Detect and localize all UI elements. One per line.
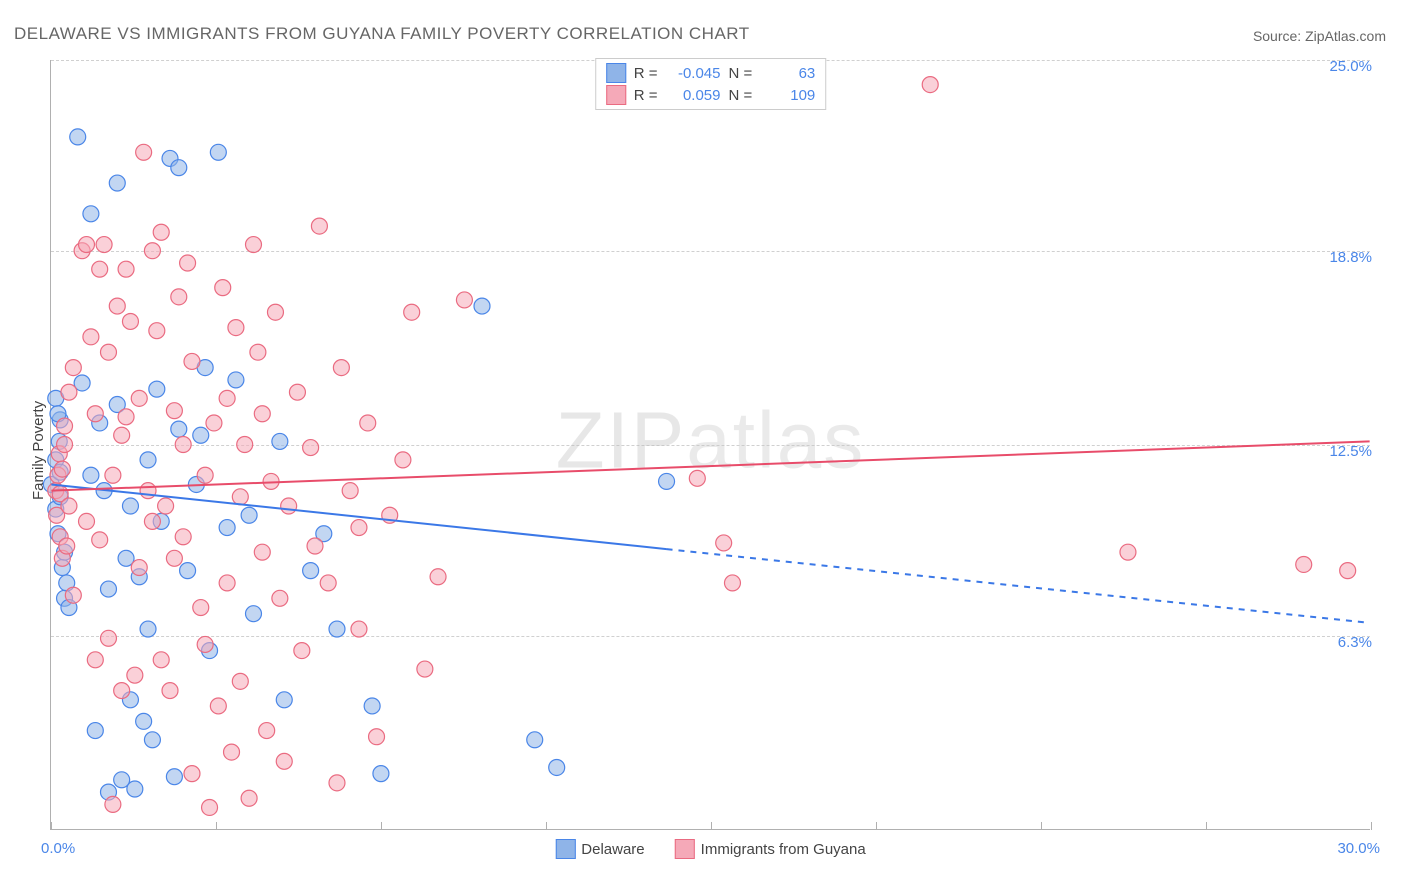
x-tick <box>1371 822 1372 830</box>
legend-label-guyana: Immigrants from Guyana <box>701 841 866 858</box>
r-value-delaware: -0.045 <box>666 65 721 82</box>
x-max-label: 30.0% <box>1337 840 1380 857</box>
trend-lines <box>51 60 1370 829</box>
legend-item-delaware: Delaware <box>555 839 644 859</box>
r-value-guyana: 0.059 <box>666 87 721 104</box>
swatch-guyana <box>675 839 695 859</box>
legend-item-guyana: Immigrants from Guyana <box>675 839 866 859</box>
trend-line-solid <box>51 441 1369 490</box>
plot-area: ZIPatlas 6.3%12.5%18.8%25.0% R = -0.045 … <box>50 60 1370 830</box>
r-label: R = <box>634 65 658 82</box>
trend-line-dashed <box>667 549 1370 623</box>
swatch-delaware <box>555 839 575 859</box>
x-min-label: 0.0% <box>41 840 75 857</box>
legend-row-delaware: R = -0.045 N = 63 <box>606 63 816 83</box>
swatch-delaware <box>606 63 626 83</box>
r-label: R = <box>634 87 658 104</box>
n-label: N = <box>729 65 753 82</box>
source-label: Source: ZipAtlas.com <box>1253 28 1386 44</box>
legend-label-delaware: Delaware <box>581 841 644 858</box>
swatch-guyana <box>606 85 626 105</box>
chart-title: DELAWARE VS IMMIGRANTS FROM GUYANA FAMIL… <box>14 24 750 44</box>
legend-row-guyana: R = 0.059 N = 109 <box>606 85 816 105</box>
chart-container: DELAWARE VS IMMIGRANTS FROM GUYANA FAMIL… <box>0 0 1406 892</box>
n-value-guyana: 109 <box>760 87 815 104</box>
trend-line-solid <box>51 484 666 549</box>
n-label: N = <box>729 87 753 104</box>
series-legend: Delaware Immigrants from Guyana <box>555 839 865 859</box>
correlation-legend: R = -0.045 N = 63 R = 0.059 N = 109 <box>595 58 827 110</box>
n-value-delaware: 63 <box>760 65 815 82</box>
